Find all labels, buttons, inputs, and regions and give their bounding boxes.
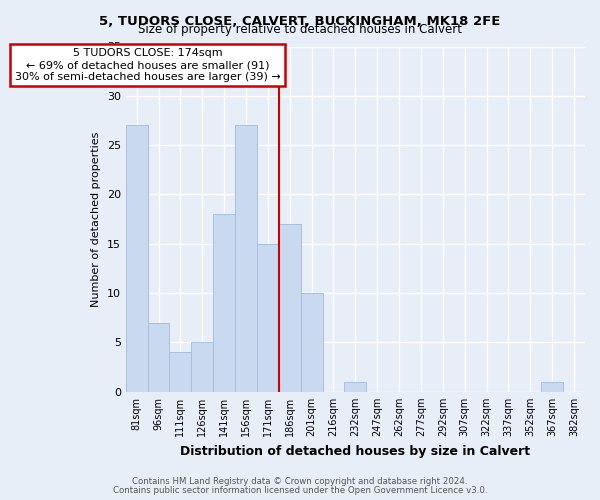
Text: Size of property relative to detached houses in Calvert: Size of property relative to detached ho… bbox=[138, 22, 462, 36]
Text: Contains public sector information licensed under the Open Government Licence v3: Contains public sector information licen… bbox=[113, 486, 487, 495]
Text: 5 TUDORS CLOSE: 174sqm
← 69% of detached houses are smaller (91)
30% of semi-det: 5 TUDORS CLOSE: 174sqm ← 69% of detached… bbox=[15, 48, 280, 82]
Bar bbox=[541, 382, 563, 392]
Bar bbox=[301, 293, 323, 392]
Bar bbox=[148, 322, 169, 392]
Text: Contains HM Land Registry data © Crown copyright and database right 2024.: Contains HM Land Registry data © Crown c… bbox=[132, 477, 468, 486]
Bar bbox=[169, 352, 191, 392]
X-axis label: Distribution of detached houses by size in Calvert: Distribution of detached houses by size … bbox=[181, 444, 530, 458]
Y-axis label: Number of detached properties: Number of detached properties bbox=[91, 132, 101, 307]
Bar bbox=[279, 224, 301, 392]
Bar bbox=[344, 382, 367, 392]
Bar bbox=[213, 214, 235, 392]
Bar bbox=[257, 244, 279, 392]
Bar bbox=[191, 342, 213, 392]
Bar bbox=[126, 126, 148, 392]
Text: 5, TUDORS CLOSE, CALVERT, BUCKINGHAM, MK18 2FE: 5, TUDORS CLOSE, CALVERT, BUCKINGHAM, MK… bbox=[100, 15, 500, 28]
Bar bbox=[235, 126, 257, 392]
